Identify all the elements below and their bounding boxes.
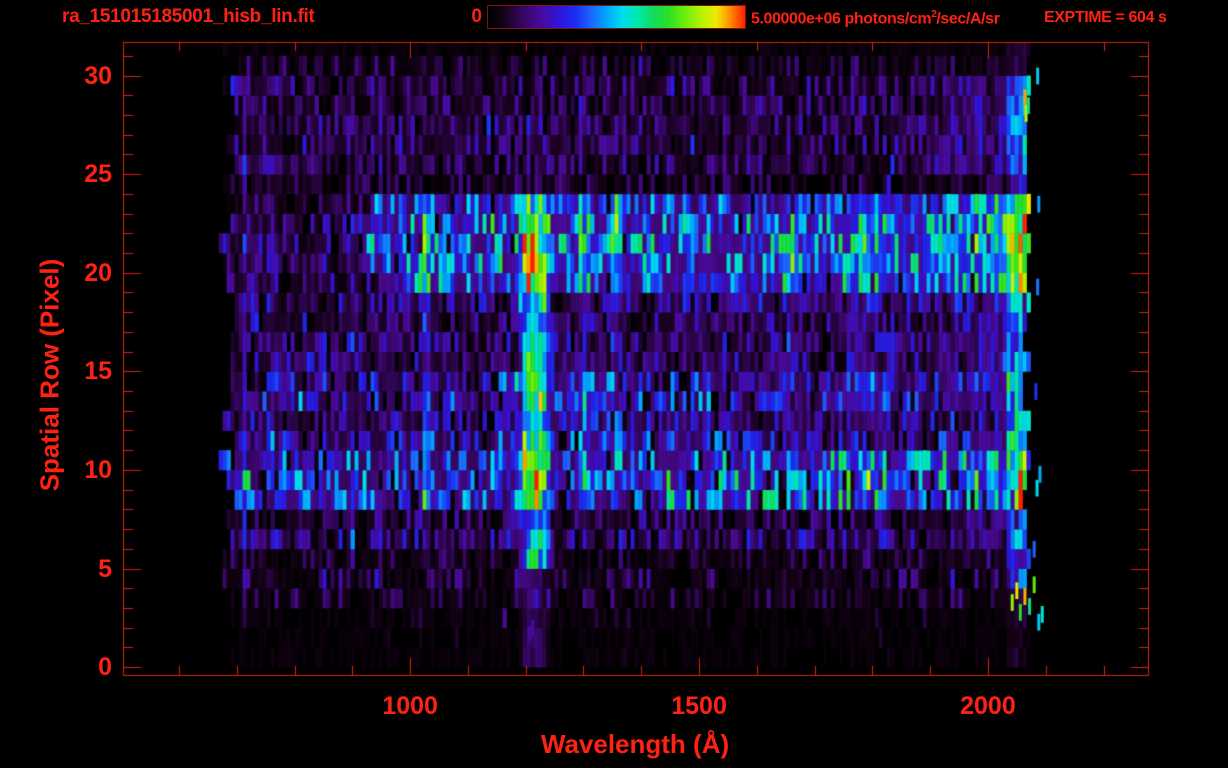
y-tick-label: 30 [84,61,112,90]
y-tick-label: 10 [84,455,112,484]
exptime-label: EXPTIME = 604 s [1044,9,1167,26]
colorbar-gradient [487,5,746,29]
x-axis-title: Wavelength (Å) [540,729,730,759]
colorbar-unit-prefix: photons/cm [840,10,932,28]
colorbar-max-label: 5.00000e+06 photons/cm2/sec/A/sr [751,9,1000,28]
x-tick-label: 2000 [960,692,1016,720]
colorbar-max-value: 5.00000e+06 [751,10,841,28]
x-tick-label: 1000 [382,692,438,720]
y-tick-label: 15 [84,357,112,386]
colorbar-unit-sup: 2 [931,9,937,20]
y-tick-label: 5 [98,554,112,583]
y-tick-label: 20 [84,258,112,287]
x-tick-label: 1500 [671,692,727,720]
colorbar-unit-suffix: /sec/A/sr [936,10,1000,28]
y-tick-label: 25 [84,160,112,189]
y-tick-label: 0 [98,653,112,682]
plot-title: ra_151015185001_hisb_lin.fit [62,6,315,27]
colorbar-min-label: 0 [471,6,482,27]
